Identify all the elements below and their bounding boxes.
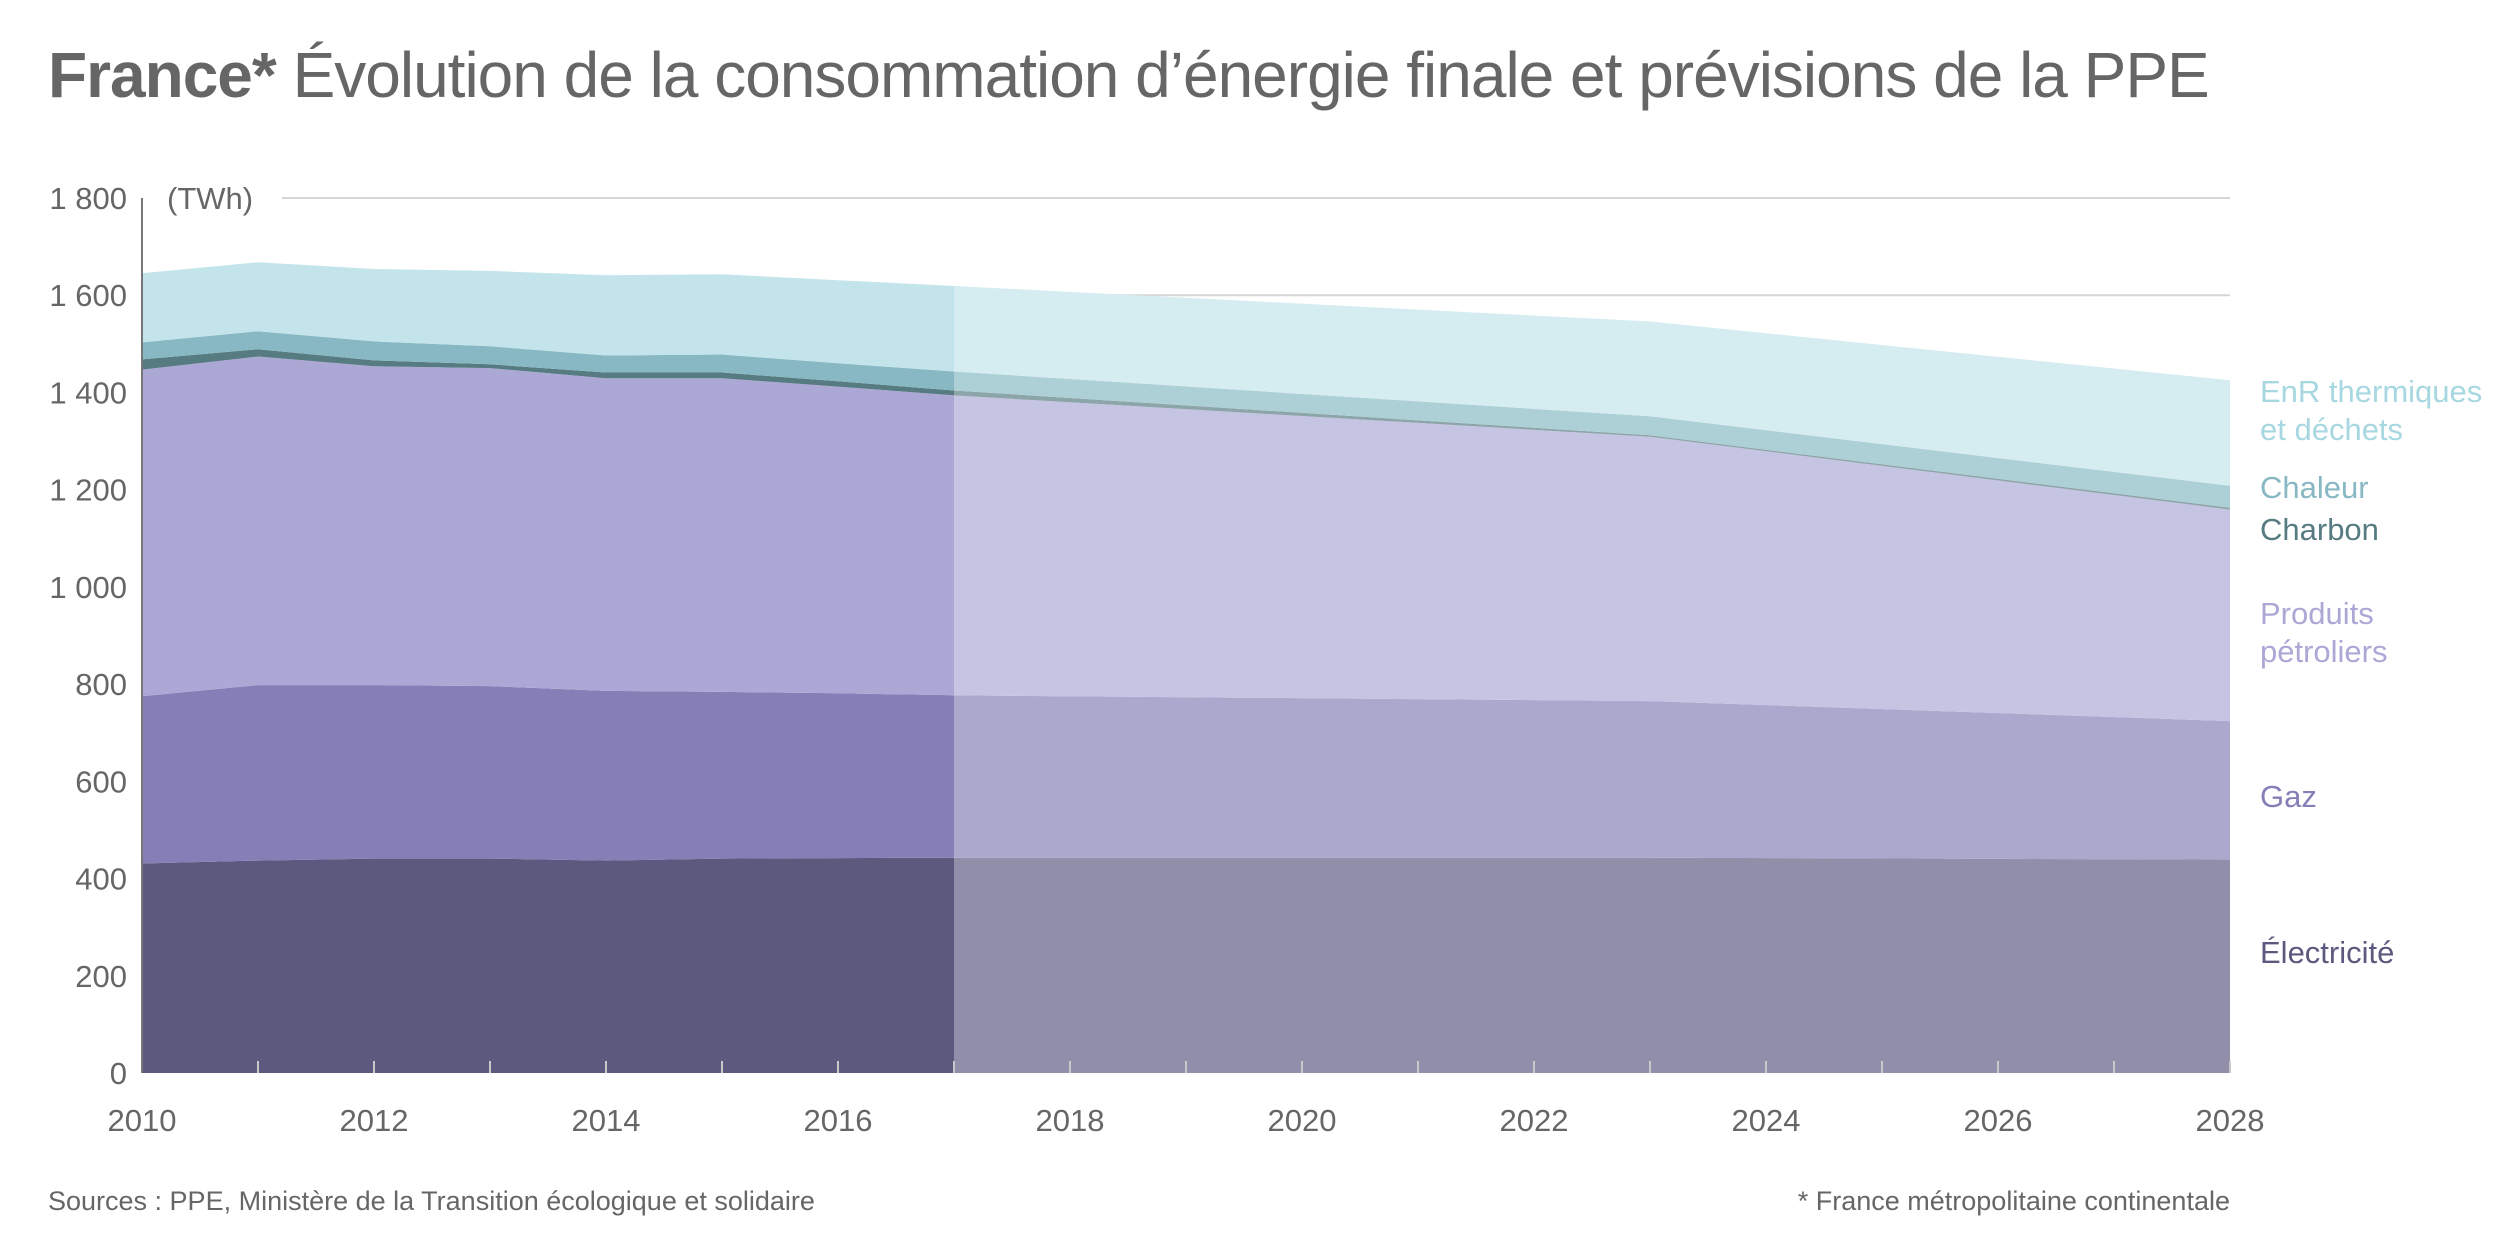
area-produits-p-troliers (142, 356, 2230, 722)
x-tick-label: 2020 (1268, 1103, 1337, 1138)
sources-note: Sources : PPE, Ministère de la Transitio… (48, 1186, 815, 1216)
x-tick-label: 2016 (804, 1103, 873, 1138)
area-series (142, 262, 2230, 1073)
series-label: Électricité (2260, 935, 2394, 970)
x-tick-label: 2028 (2196, 1103, 2265, 1138)
chart-title: France* Évolution de la consommation d’é… (48, 38, 2210, 112)
title-country: France* (48, 39, 277, 111)
series-label: Produits (2260, 596, 2374, 631)
y-tick-label: 400 (75, 862, 127, 897)
x-tick-label: 2024 (1732, 1103, 1801, 1138)
y-tick-label: 1 200 (49, 473, 127, 508)
x-tick-label: 2014 (572, 1103, 641, 1138)
series-label: et déchets (2260, 412, 2403, 447)
x-tick-label: 2012 (340, 1103, 409, 1138)
area--lectricit- (142, 857, 2230, 1073)
y-tick-label: 0 (110, 1056, 127, 1091)
x-tick-label: 2022 (1500, 1103, 1569, 1138)
y-tick-label: 600 (75, 764, 127, 799)
axes: 0 200 400 600 800 1 000 1 200 1 400 1 600 1 800 (T… (49, 181, 2264, 1138)
forecast-overlay (954, 262, 2230, 1073)
x-tick-label: 2026 (1964, 1103, 2033, 1138)
y-tick-label: 1 800 (49, 181, 127, 216)
footnote: * France métropolitaine continentale (1797, 1186, 2230, 1216)
area-enr-thermiques-et-d-chets (142, 262, 2230, 486)
y-tick-label: 1 600 (49, 278, 127, 313)
series-label: Gaz (2260, 779, 2317, 814)
y-tick-label: 1 400 (49, 375, 127, 410)
x-tick-label: 2010 (108, 1103, 177, 1138)
area-chaleur (142, 331, 2230, 508)
x-tick-label: 2018 (1036, 1103, 1105, 1138)
title-text: Évolution de la consommation d’énergie f… (292, 39, 2210, 111)
y-tick-label: 200 (75, 959, 127, 994)
series-label: pétroliers (2260, 634, 2388, 669)
area-gaz (142, 685, 2230, 864)
y-axis-unit-label: (TWh) (167, 181, 253, 216)
y-tick-label: 800 (75, 667, 127, 702)
series-label: EnR thermiques (2260, 374, 2482, 409)
series-label: Charbon (2260, 512, 2379, 547)
y-tick-label: 1 000 (49, 570, 127, 605)
series-label: Chaleur (2260, 470, 2369, 505)
